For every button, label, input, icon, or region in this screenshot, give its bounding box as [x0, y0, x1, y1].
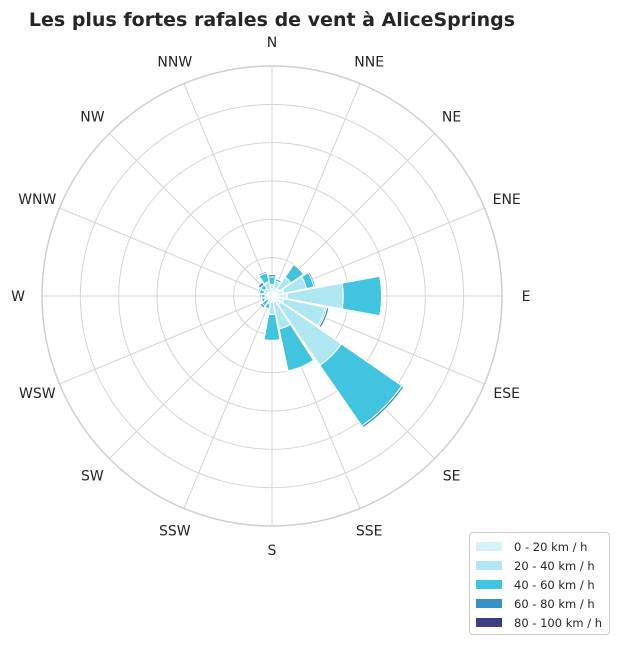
- grid-spoke: [183, 83, 273, 297]
- wind-bar: [267, 274, 277, 278]
- chart-title: Les plus fortes rafales de vent à AliceS…: [29, 9, 515, 31]
- wind-bar: [318, 307, 330, 329]
- direction-label: ESE: [493, 386, 520, 402]
- direction-label: W: [11, 289, 25, 305]
- grid-spoke: [59, 207, 273, 297]
- legend-swatch: [476, 561, 502, 570]
- direction-label: N: [267, 35, 277, 51]
- direction-label: E: [522, 289, 531, 305]
- legend-item: 20 - 40 km / h: [476, 556, 603, 575]
- grid-spoke: [271, 83, 361, 297]
- grid-spoke: [183, 295, 273, 509]
- wind-bar: [260, 297, 266, 303]
- wind-bar: [341, 275, 383, 317]
- direction-label: SE: [443, 469, 461, 485]
- legend-label: 0 - 20 km / h: [514, 539, 588, 554]
- legend: 0 - 20 km / h 20 - 40 km / h 40 - 60 km …: [469, 532, 610, 635]
- legend-label: 60 - 80 km / h: [514, 596, 595, 611]
- legend-item: 60 - 80 km / h: [476, 594, 603, 613]
- wind-bar: [284, 263, 305, 284]
- direction-label: SW: [81, 469, 104, 485]
- legend-label: 80 - 100 km / h: [514, 615, 603, 630]
- wind-bar: [257, 270, 268, 277]
- wind-bar: [263, 339, 281, 342]
- direction-label: NNW: [157, 54, 192, 70]
- direction-label: NE: [442, 109, 461, 125]
- legend-item: 40 - 60 km / h: [476, 575, 603, 594]
- legend-label: 20 - 40 km / h: [514, 558, 595, 573]
- direction-label: SSE: [356, 524, 383, 540]
- wind-bar: [274, 278, 283, 284]
- direction-label: WSW: [19, 386, 56, 402]
- direction-label: ENE: [493, 192, 521, 208]
- wind-bar: [287, 359, 315, 373]
- grid-spoke: [109, 295, 273, 459]
- direction-labels: N NNE NE ENE E ESE SE SSE S SSW SW WSW W WNW NW NNW: [11, 35, 530, 559]
- direction-label: NNE: [354, 54, 384, 70]
- wind-bar: [257, 281, 265, 289]
- legend-item: 0 - 20 km / h: [476, 537, 603, 556]
- legend-swatch: [476, 599, 502, 608]
- legend-swatch: [476, 542, 502, 551]
- legend-swatch: [476, 580, 502, 589]
- direction-label: NW: [80, 109, 104, 125]
- wind-bar: [259, 302, 266, 309]
- legend-swatch: [476, 618, 502, 627]
- direction-label: WNW: [18, 192, 56, 208]
- wind-bar: [361, 385, 405, 429]
- direction-label: S: [268, 543, 277, 559]
- grid-spoke: [59, 295, 273, 385]
- legend-label: 40 - 60 km / h: [514, 577, 595, 592]
- wind-bar: [307, 271, 317, 288]
- legend-item: 80 - 100 km / h: [476, 613, 603, 632]
- wind-bar: [379, 275, 383, 317]
- direction-label: SSW: [159, 524, 191, 540]
- wind-bars: [257, 263, 405, 429]
- grid-spoke: [109, 133, 273, 297]
- wind-bar: [259, 293, 263, 299]
